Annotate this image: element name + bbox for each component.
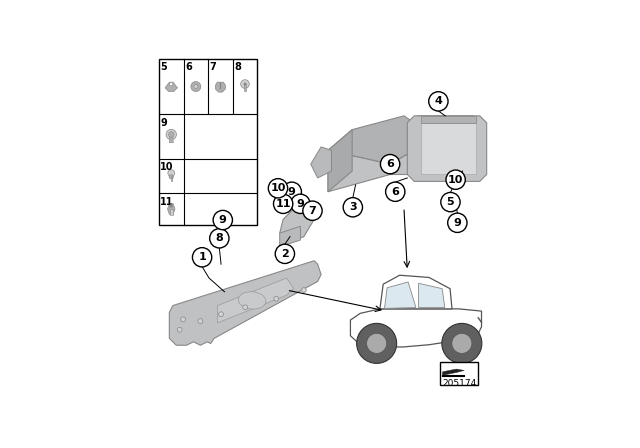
Circle shape	[386, 182, 405, 202]
Circle shape	[446, 170, 465, 190]
Text: 11: 11	[275, 199, 291, 209]
Circle shape	[170, 82, 173, 86]
Circle shape	[213, 211, 232, 230]
Circle shape	[442, 323, 482, 363]
Polygon shape	[216, 82, 225, 92]
Polygon shape	[328, 129, 352, 192]
Text: 1: 1	[198, 252, 206, 262]
Ellipse shape	[238, 292, 266, 309]
Circle shape	[168, 170, 175, 177]
Circle shape	[244, 83, 246, 85]
Text: 10: 10	[161, 163, 174, 172]
Circle shape	[273, 194, 293, 214]
Circle shape	[168, 132, 174, 137]
Polygon shape	[280, 202, 314, 244]
Circle shape	[291, 194, 310, 214]
Circle shape	[367, 333, 387, 353]
Text: 10: 10	[448, 175, 463, 185]
Circle shape	[243, 305, 248, 310]
Text: 10: 10	[270, 183, 285, 193]
Circle shape	[429, 92, 448, 111]
Polygon shape	[421, 116, 476, 123]
Text: 205174: 205174	[442, 379, 477, 388]
Polygon shape	[418, 116, 483, 143]
Text: 9: 9	[161, 117, 167, 128]
Polygon shape	[328, 116, 414, 164]
Circle shape	[191, 82, 201, 91]
Text: 7: 7	[308, 206, 316, 216]
Polygon shape	[244, 84, 246, 91]
Bar	[440, 362, 479, 385]
Polygon shape	[168, 203, 175, 215]
Circle shape	[282, 182, 301, 202]
Circle shape	[166, 129, 177, 140]
Polygon shape	[218, 278, 294, 323]
Circle shape	[170, 204, 173, 207]
Text: 8: 8	[234, 62, 241, 73]
Circle shape	[268, 179, 287, 198]
Text: 5: 5	[161, 62, 167, 73]
Text: 9: 9	[219, 215, 227, 225]
Circle shape	[177, 327, 182, 332]
Circle shape	[210, 228, 229, 248]
Text: 8: 8	[216, 233, 223, 243]
Polygon shape	[419, 283, 445, 307]
Circle shape	[169, 175, 173, 179]
Polygon shape	[311, 147, 332, 178]
Circle shape	[356, 323, 397, 363]
Text: 9: 9	[296, 199, 305, 209]
Text: 9: 9	[453, 218, 461, 228]
Polygon shape	[169, 134, 173, 143]
Circle shape	[448, 213, 467, 233]
Circle shape	[441, 193, 460, 212]
Bar	[159, 59, 257, 224]
Polygon shape	[170, 261, 321, 345]
Polygon shape	[328, 151, 414, 192]
Circle shape	[180, 317, 186, 322]
Circle shape	[219, 312, 223, 317]
Circle shape	[198, 319, 203, 323]
Polygon shape	[385, 282, 416, 308]
Text: 6: 6	[391, 187, 399, 197]
Circle shape	[275, 244, 294, 263]
Polygon shape	[351, 309, 481, 347]
Circle shape	[343, 198, 362, 217]
Circle shape	[274, 296, 278, 301]
Polygon shape	[170, 209, 173, 215]
Text: 9: 9	[288, 187, 296, 197]
Polygon shape	[421, 123, 476, 174]
Circle shape	[241, 80, 250, 88]
Polygon shape	[165, 82, 177, 91]
Polygon shape	[170, 176, 172, 181]
Text: 6: 6	[386, 159, 394, 169]
Polygon shape	[280, 226, 300, 247]
Text: 2: 2	[281, 249, 289, 259]
Text: 7: 7	[209, 62, 216, 73]
Circle shape	[452, 333, 472, 353]
Text: 3: 3	[349, 202, 356, 212]
Polygon shape	[407, 116, 486, 181]
Circle shape	[380, 155, 400, 174]
Circle shape	[303, 201, 322, 220]
Polygon shape	[194, 85, 198, 88]
Text: 11: 11	[161, 197, 174, 207]
Circle shape	[193, 248, 212, 267]
Polygon shape	[380, 275, 452, 309]
Polygon shape	[442, 369, 464, 375]
Circle shape	[301, 288, 307, 293]
Text: 4: 4	[435, 96, 442, 106]
Text: 5: 5	[447, 197, 454, 207]
Text: 6: 6	[185, 62, 191, 73]
